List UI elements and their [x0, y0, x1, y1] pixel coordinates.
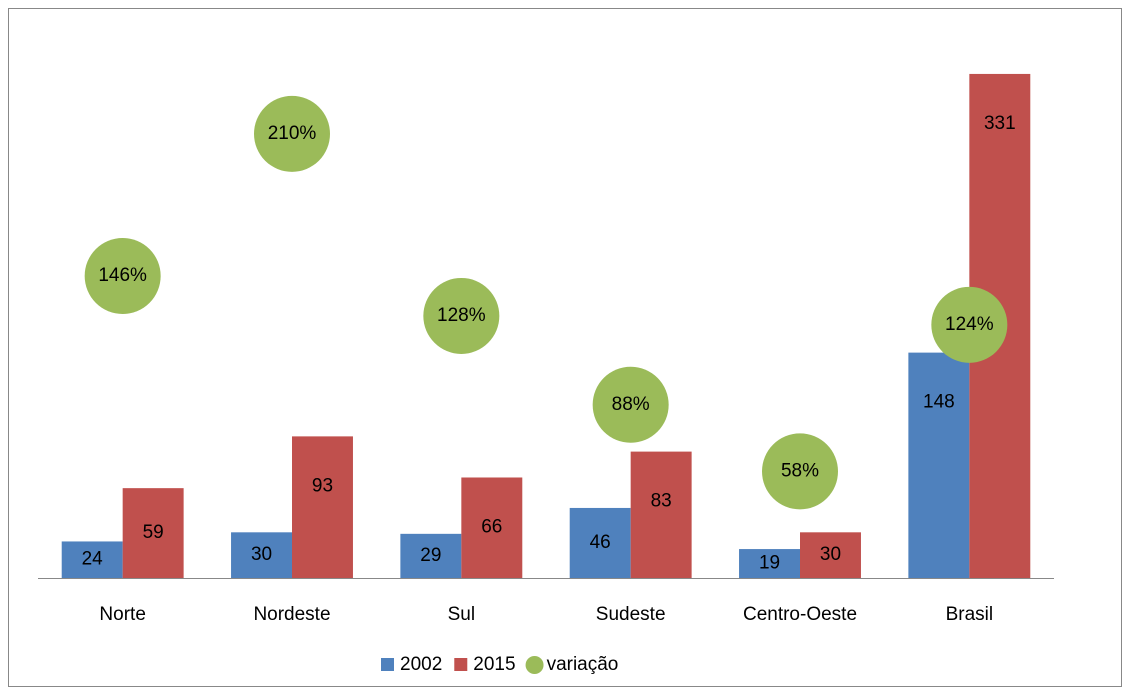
legend-swatch [454, 658, 468, 671]
bar [61, 541, 123, 578]
data-label: 30 [251, 544, 272, 565]
legend-label: 2002 [400, 654, 442, 675]
data-label: 148 [923, 392, 955, 413]
bubble [592, 366, 669, 443]
bar [630, 451, 692, 578]
data-label: 88% [612, 394, 650, 415]
bubble [931, 286, 1008, 363]
bubble [254, 95, 330, 172]
data-label: 146% [98, 265, 147, 286]
data-label: 30 [820, 544, 841, 565]
legend-label: variação [547, 654, 619, 675]
bar [739, 549, 800, 578]
x-tick-label: Norte [99, 604, 145, 625]
bar [461, 477, 523, 578]
data-label: 331 [984, 113, 1016, 134]
data-label: 29 [420, 545, 441, 566]
bar [800, 532, 861, 578]
bar [908, 352, 970, 578]
bubble [762, 433, 838, 510]
legend-swatch [381, 658, 394, 671]
data-label: 58% [781, 460, 819, 481]
data-label: 59 [143, 522, 164, 543]
x-tick-label: Sudeste [596, 604, 666, 625]
data-label: 66 [481, 517, 502, 538]
data-label: 83 [651, 491, 672, 512]
x-tick-label: Sul [448, 604, 475, 625]
bar [231, 532, 292, 578]
bar [400, 533, 462, 578]
data-label: 19 [759, 553, 780, 574]
data-label: 128% [437, 305, 486, 326]
bar [569, 507, 631, 578]
x-tick-label: Centro-Oeste [743, 604, 857, 625]
bubble [423, 277, 500, 354]
bubble [84, 237, 161, 314]
legend-swatch [525, 656, 544, 674]
legend-label: 2015 [473, 654, 515, 675]
bar [292, 436, 353, 578]
data-label: 24 [82, 549, 104, 570]
data-label: 93 [312, 475, 333, 496]
bar [122, 488, 184, 578]
x-tick-label: Nordeste [253, 604, 330, 625]
data-label: 46 [590, 532, 611, 553]
x-tick-label: Brasil [946, 604, 994, 625]
data-label: 210% [268, 123, 317, 144]
data-label: 124% [945, 314, 994, 335]
